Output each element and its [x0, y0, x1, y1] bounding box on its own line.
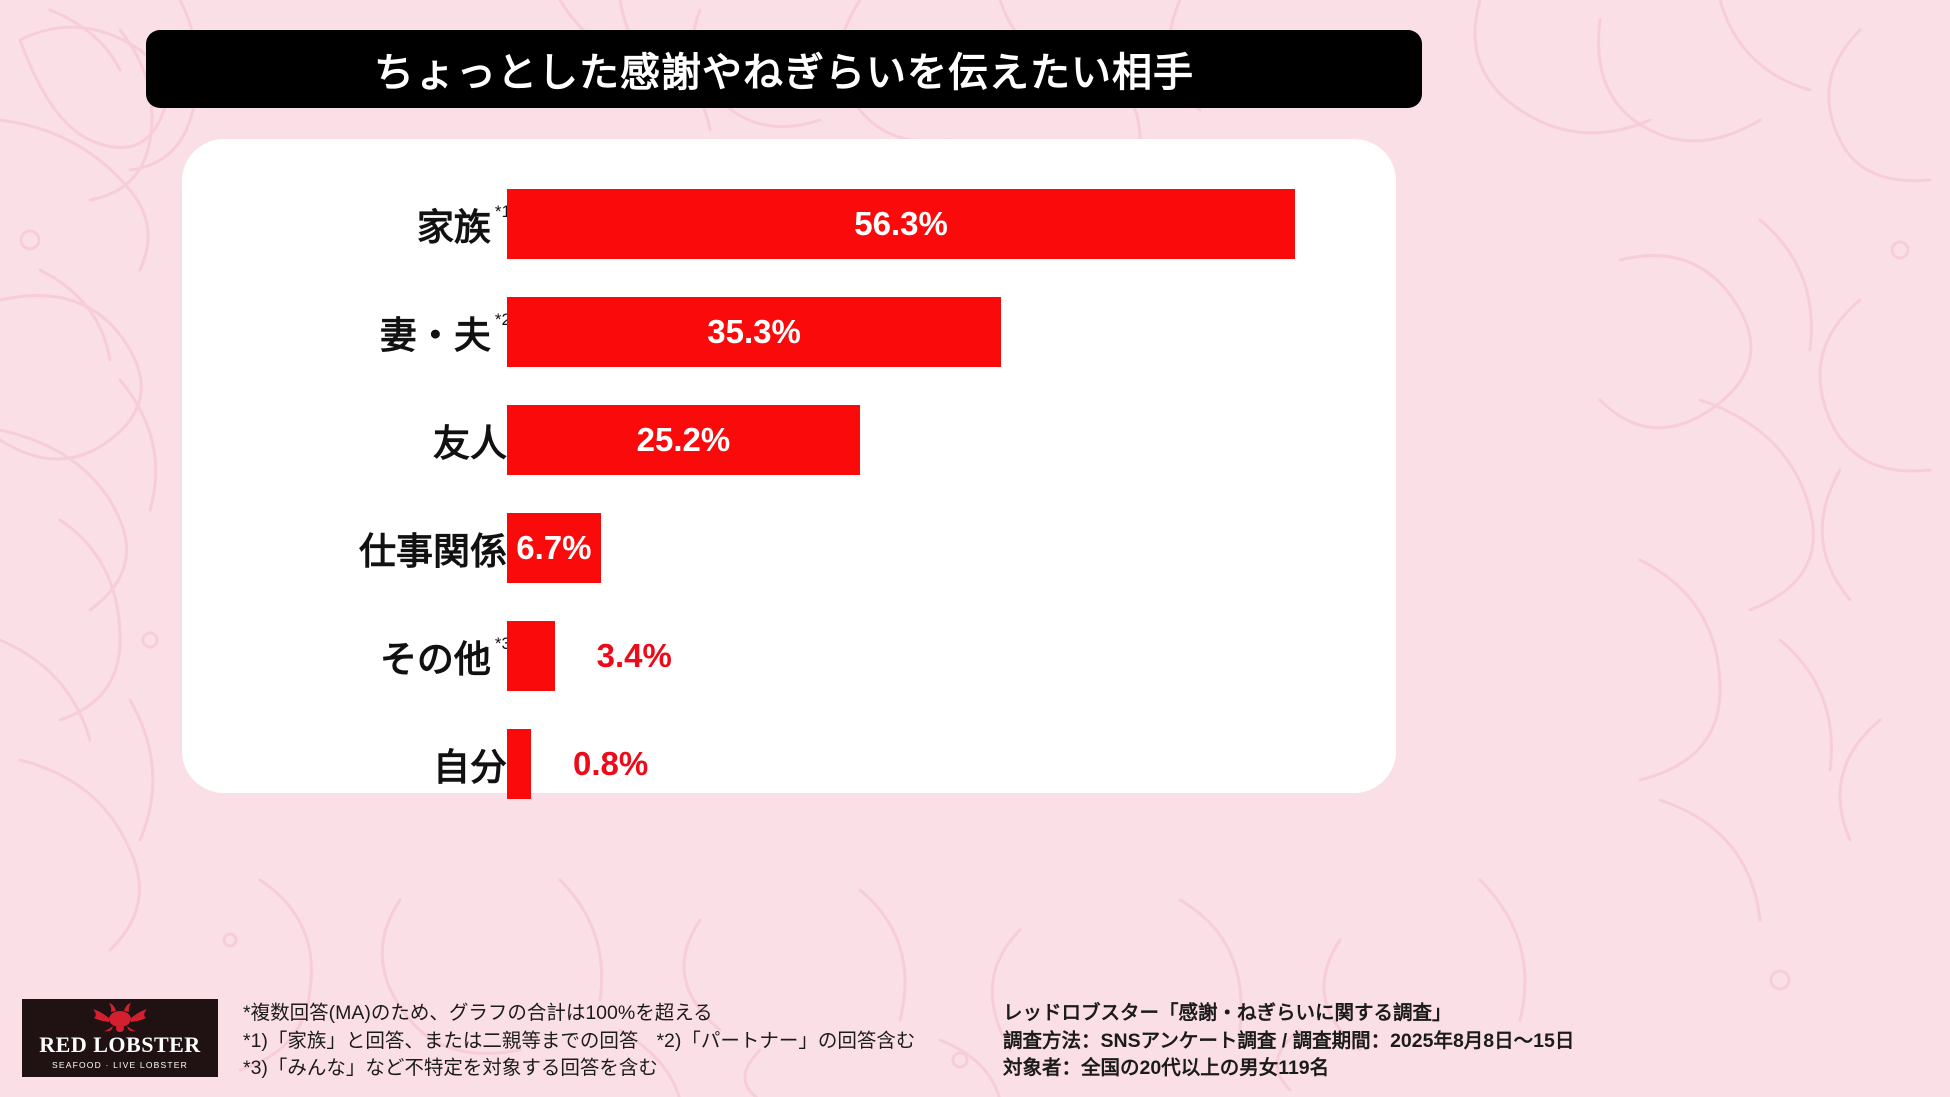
bar-area: 6.7%	[507, 495, 1396, 601]
footnote-line-3: *3)「みんな」など不特定を対象する回答を含む	[243, 1057, 658, 1080]
bar-label-text: その他	[379, 639, 491, 680]
bar: 25.2%	[507, 405, 860, 475]
bar-area: 0.8%	[507, 711, 1396, 817]
bar-label-text: 友人	[433, 423, 507, 464]
bar-label-5: その他 *3	[182, 629, 511, 683]
bar-label-text: 家族	[416, 207, 491, 248]
footnote-line-1: *複数回答(MA)のため、グラフの合計は100%を超える	[243, 1002, 713, 1024]
bar-chart: 家族 *1 56.3% 妻・夫 *2 35.3% 友人 25.2% 仕事関係 6.7% その他 *3 3…	[182, 139, 1396, 799]
bar-area: 3.4%	[507, 603, 1396, 709]
logo-wordmark: RED LOBSTER	[39, 1032, 201, 1057]
bar-label-text: 自分	[433, 747, 507, 788]
bar-area: 35.3%	[507, 279, 1396, 385]
footnote-2: *2)「パートナー」の回答含む	[656, 1029, 916, 1052]
bar-label-4: 仕事関係	[182, 521, 507, 575]
chart-row: その他 *3 3.4%	[182, 603, 1396, 709]
bar-value: 35.3%	[707, 313, 801, 350]
bar-label-text: 妻・夫	[379, 315, 491, 356]
bar-label-1: 家族 *1	[182, 197, 511, 251]
footnotes: *複数回答(MA)のため、グラフの合計は100%を超える *1)「家族」と回答、…	[243, 1000, 915, 1083]
bar: 35.3%	[507, 297, 1002, 367]
logo-tagline: SEAFOOD · LIVE LOBSTER	[52, 1060, 188, 1070]
bar: 6.7%	[507, 513, 601, 583]
chart-row: 自分 0.8%	[182, 711, 1396, 817]
bar-value: 6.7%	[516, 529, 592, 566]
bar	[507, 729, 531, 799]
survey-respondents: 対象者：全国の20代以上の男女119名	[1003, 1057, 1330, 1080]
footnote-1: *1)「家族」と回答、または二親等までの回答	[243, 1029, 639, 1052]
bar-area: 56.3%	[507, 171, 1396, 277]
footnote-line-2: *1)「家族」と回答、または二親等までの回答 *2)「パートナー」の回答含む	[243, 1028, 915, 1056]
bar-value: 0.8%	[573, 745, 649, 782]
bar-value: 56.3%	[854, 205, 948, 242]
survey-method: 調査方法：SNSアンケート調査 / 調査期間：2025年8月8日〜15日	[1003, 1029, 1575, 1052]
bar-label-6: 自分	[182, 737, 507, 791]
bar	[507, 621, 555, 691]
red-lobster-logo: RED LOBSTER SEAFOOD · LIVE LOBSTER	[22, 999, 218, 1077]
chart-row: 妻・夫 *2 35.3%	[182, 279, 1396, 385]
chart-row: 家族 *1 56.3%	[182, 171, 1396, 277]
bar-value: 3.4%	[596, 637, 672, 674]
survey-source: レッドロブスター「感謝・ねぎらいに関する調査」	[1003, 1002, 1452, 1024]
chart-row: 仕事関係 6.7%	[182, 495, 1396, 601]
survey-info: レッドロブスター「感謝・ねぎらいに関する調査」 調査方法：SNSアンケート調査 …	[1003, 1000, 1574, 1083]
bar-area: 25.2%	[507, 387, 1396, 493]
bar-label-3: 友人	[182, 413, 507, 467]
bar-value: 25.2%	[636, 421, 731, 458]
bar-label-2: 妻・夫 *2	[182, 305, 511, 359]
lobster-icon	[93, 1003, 147, 1032]
bar-label-text: 仕事関係	[359, 531, 507, 572]
bar: 56.3%	[507, 189, 1296, 259]
page-title: ちょっとした感謝やねぎらいを伝えたい相手	[374, 51, 1194, 95]
chart-row: 友人 25.2%	[182, 387, 1396, 493]
title-banner: ちょっとした感謝やねぎらいを伝えたい相手	[146, 30, 1422, 108]
